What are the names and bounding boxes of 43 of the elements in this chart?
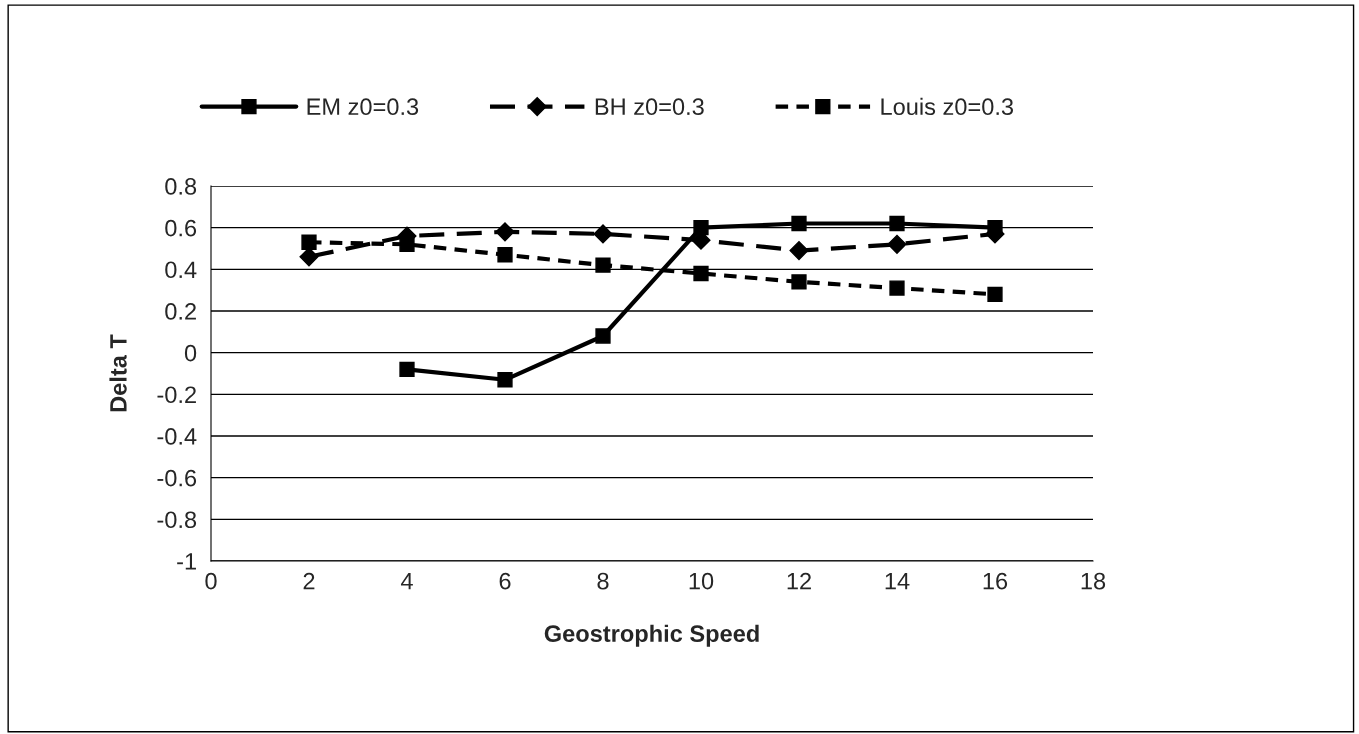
y-axis-title: Delta T xyxy=(109,334,127,412)
legend-label: Louis z0=0.3 xyxy=(881,97,1014,116)
point xyxy=(889,280,905,296)
legend-label: BH z0=0.3 xyxy=(595,98,704,116)
point xyxy=(987,286,1003,302)
point xyxy=(791,215,807,232)
y-tick-label: 0 xyxy=(184,344,197,362)
point xyxy=(497,247,513,263)
y-tick-label: 0.4 xyxy=(165,261,197,279)
y-tick-label: -0.8 xyxy=(157,511,197,529)
y-tick-label: -0.6 xyxy=(157,469,197,487)
x-tick-label: 4 xyxy=(400,572,413,590)
x-tick-label: 16 xyxy=(983,572,1008,590)
point xyxy=(693,265,709,282)
x-tick-label: 14 xyxy=(885,572,910,590)
point xyxy=(399,361,415,377)
y-tick-label: -0.4 xyxy=(157,428,197,445)
legend-label: EM z0=0.3 xyxy=(307,98,419,116)
point xyxy=(791,274,807,290)
x-tick-label: 0 xyxy=(205,572,217,590)
y-tick-label: 0.2 xyxy=(165,303,196,320)
x-axis-title: Geostrophic Speed xyxy=(544,624,759,647)
y-tick-label: 0.8 xyxy=(165,178,197,195)
point xyxy=(889,215,905,232)
point xyxy=(789,241,809,261)
point xyxy=(595,257,611,273)
x-tick-label: 2 xyxy=(303,572,315,590)
point xyxy=(301,234,317,250)
y-tick-label: -0.2 xyxy=(157,386,196,404)
x-tick-label: 8 xyxy=(597,572,609,590)
x-tick-label: 12 xyxy=(787,572,811,590)
point xyxy=(595,328,611,344)
point xyxy=(495,222,515,242)
point xyxy=(399,236,415,252)
x-tick-label: 18 xyxy=(1081,572,1106,590)
point xyxy=(593,224,613,244)
y-tick-label: 0.6 xyxy=(165,219,197,237)
x-tick-label: 6 xyxy=(499,572,511,590)
point xyxy=(497,372,513,388)
x-tick-label: 10 xyxy=(689,572,714,590)
point xyxy=(299,247,319,267)
y-tick-label: -1 xyxy=(177,553,196,570)
point xyxy=(887,234,907,254)
